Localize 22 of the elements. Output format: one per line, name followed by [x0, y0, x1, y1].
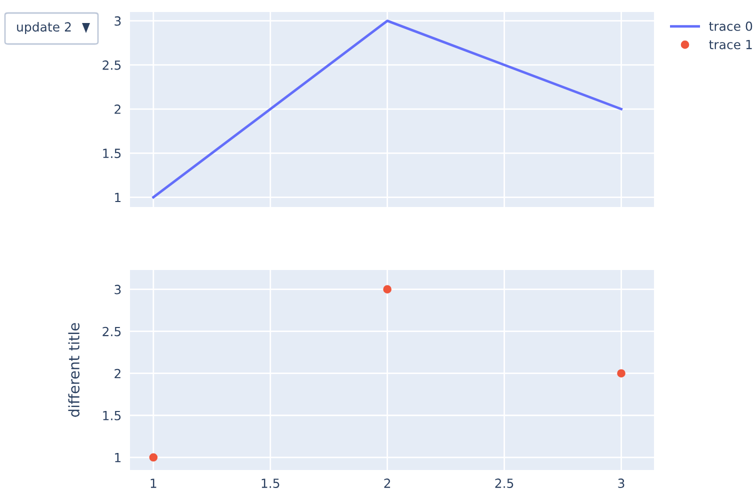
y-tick-label: 1.5 — [103, 411, 121, 420]
y-tick-label: 2.5 — [102, 60, 121, 70]
legend-label: trace 0 — [709, 21, 752, 31]
legend-label: trace 1 — [709, 40, 752, 50]
point — [383, 285, 392, 294]
y-tick-label: 3 — [114, 16, 121, 26]
x-tick-label: 1.5 — [262, 478, 280, 488]
x-tick-label: 3 — [618, 478, 624, 488]
y-tick-label: 1 — [115, 192, 121, 202]
y-axis-title: different title — [68, 323, 80, 417]
x-tick-label: 2 — [384, 478, 390, 488]
y-tick-label: 3 — [114, 284, 121, 294]
x-tick-label: 1 — [150, 478, 156, 488]
y-tick-label: 2 — [114, 104, 120, 114]
y-tick-label: 1.5 — [103, 148, 121, 158]
y-tick-label: 1 — [115, 453, 121, 462]
point — [617, 369, 626, 378]
point — [149, 453, 158, 462]
y-tick-label: 2.5 — [102, 326, 121, 336]
x-tick-label: 2.5 — [495, 478, 514, 488]
y-tick-label: 2 — [114, 368, 120, 378]
text: update 2 — [17, 22, 71, 34]
